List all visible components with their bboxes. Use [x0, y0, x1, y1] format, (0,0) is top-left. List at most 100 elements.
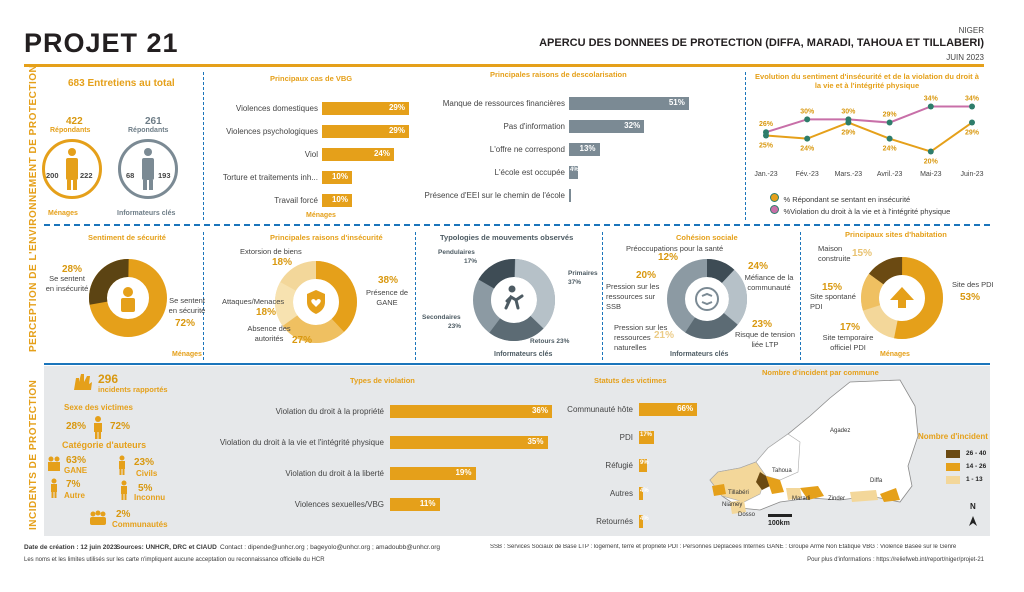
securite-caption: Ménages — [172, 351, 202, 358]
ki-right: 193 — [158, 171, 171, 180]
coh-mefiance-label: Méfiance de la communauté — [740, 273, 798, 293]
map-legend-title: Nombre d'incident — [918, 432, 988, 441]
rep-left: 200 — [46, 171, 59, 180]
gane-icon — [46, 455, 62, 480]
desco-label: Présence d'EEI sur le chemin de l'école — [395, 191, 565, 200]
violations-value: 35% — [527, 437, 543, 446]
data-label: 24% — [800, 146, 815, 153]
hab-temporaire-value: 17% — [840, 322, 860, 333]
victimes-value: 4% — [640, 516, 649, 522]
insec-extorsion-value: 18% — [272, 257, 292, 268]
victimes-label: Communauté hôte — [553, 405, 633, 414]
footer-more-link[interactable]: Pour plus d'informations : https://relie… — [807, 557, 984, 563]
violations-bar: 11% — [390, 498, 440, 511]
footer-creation: Date de création : 12 juin 2023 — [24, 544, 117, 551]
incidents-count-label: incidents rapportés — [98, 385, 168, 394]
cohesion-caption: Informateurs clés — [670, 351, 728, 358]
auteur-gane-value: 63% — [66, 455, 86, 466]
series-line-1 — [766, 106, 972, 132]
desco-label: L'offre ne correspond — [395, 145, 565, 154]
rep-right: 222 — [80, 171, 93, 180]
vbg-bar: 10% — [322, 171, 352, 184]
series-point — [804, 136, 810, 142]
vbg-label: Travail forcé — [208, 196, 318, 205]
desco-value: 13% — [580, 144, 596, 153]
data-label: 29% — [965, 130, 980, 137]
violations-bar: 35% — [390, 436, 548, 449]
desco-bar: 13% — [569, 143, 600, 156]
coh-ssb-label: Pression sur les ressources sur SSB — [606, 282, 664, 312]
securite-title: Sentiment de sécurité — [88, 233, 166, 242]
series-point — [887, 136, 893, 142]
coh-sante-value: 12% — [658, 252, 678, 263]
mouv-retours: Retours 23% — [530, 338, 569, 345]
desco-label: L'école est occupée — [395, 168, 565, 177]
map-legend-label-2: 14 - 26 — [966, 463, 986, 470]
habitation-caption: Ménages — [880, 351, 910, 358]
divider-v-6 — [800, 232, 801, 360]
data-label: 29% — [841, 130, 856, 137]
map-label-niamey: Niamey — [722, 502, 742, 508]
auteur-communautes-value: 2% — [116, 509, 130, 520]
map-legend-swatch-1 — [946, 450, 960, 458]
map-legend-swatch-3 — [946, 476, 960, 484]
violations-value: 11% — [420, 499, 436, 508]
line-chart: 25% 24% 29% 24% 20% 29% 26% 30% 30% 29% 34% 34% Jan.… — [750, 92, 988, 184]
series-point — [887, 120, 893, 126]
section-divider-2 — [44, 363, 990, 365]
key-informant-icon — [118, 139, 178, 199]
insec-gane-label: Présence de GANE — [364, 288, 410, 308]
map-legend-label-3: 1 - 13 — [966, 476, 983, 483]
auteur-gane-label: GANE — [64, 466, 87, 475]
series-point — [928, 149, 934, 155]
victimes-label: Retournés — [553, 517, 633, 526]
incident-icon — [72, 372, 94, 392]
sexe-female-pct: 72% — [110, 421, 130, 432]
habitation-donut — [858, 254, 946, 342]
data-label: 20% — [924, 159, 939, 166]
violations-label: Violation du droit à la vie et l'intégri… — [194, 438, 384, 447]
desco-label: Pas d'information — [395, 122, 565, 131]
data-label: 24% — [883, 146, 898, 153]
map-label-tillaberi: Tillabéri — [728, 490, 749, 496]
divider-v-4 — [415, 232, 416, 360]
x-tick-label: Jan.-23 — [754, 171, 777, 178]
violations-value: 19% — [455, 468, 471, 477]
coh-ssb-value: 20% — [636, 270, 656, 281]
coh-ltp-label: Risque de tension liée LTP — [732, 330, 798, 350]
side-label-perception: PERCEPTION DE L'ENVIRONNEMENT DE PROTECT… — [28, 65, 39, 352]
series-point — [969, 103, 975, 109]
cohesion-title: Cohésion sociale — [676, 233, 738, 242]
data-label: 26% — [759, 121, 774, 128]
series-point — [845, 116, 851, 122]
map-label-diffa: Diffa — [870, 478, 883, 484]
victimes-value: 66% — [677, 404, 693, 413]
footer-sources: Sources: UNHCR, DRC et CIAUD — [116, 544, 217, 551]
footer-contact: Contact : dipende@unhcr.org ; bageyolo@u… — [220, 544, 440, 551]
hab-temporaire-label: Site temporaire officiel PDI — [818, 333, 878, 353]
map-legend-label-1: 26 - 40 — [966, 450, 986, 457]
vbg-bar: 10% — [322, 194, 352, 207]
data-label: 34% — [924, 95, 939, 102]
insec-extorsion-label: Extorsion de biens — [240, 247, 302, 256]
divider-v-1 — [203, 72, 204, 220]
desco-value: 32% — [624, 121, 640, 130]
violations-value: 36% — [532, 406, 548, 415]
violations-bar: 19% — [390, 467, 476, 480]
coh-ltp-value: 23% — [752, 319, 772, 330]
data-label: 29% — [883, 112, 898, 119]
sexe-male-pct: 28% — [66, 421, 86, 432]
desco-bar: 32% — [569, 120, 644, 133]
victimes-bar: 4% — [639, 515, 643, 528]
page-title: APERCU DES DONNEES DE PROTECTION (DIFFA,… — [539, 37, 984, 49]
hab-site-pdi-value: 53% — [960, 292, 980, 303]
victimes-bar: 4% — [639, 487, 643, 500]
violations-label: Violation du droit à la liberté — [194, 469, 384, 478]
mouv-pendulaires: Pendulaires — [438, 249, 475, 256]
ki-left: 68 — [126, 171, 134, 180]
ki-caption: Informateurs clés — [117, 210, 175, 217]
desco-bar — [569, 189, 571, 202]
footer-disclaimer: Les noms et les limites utilisés sur les… — [24, 557, 325, 563]
victimes-label: Réfugié — [553, 461, 633, 470]
section-divider-1 — [44, 224, 990, 226]
